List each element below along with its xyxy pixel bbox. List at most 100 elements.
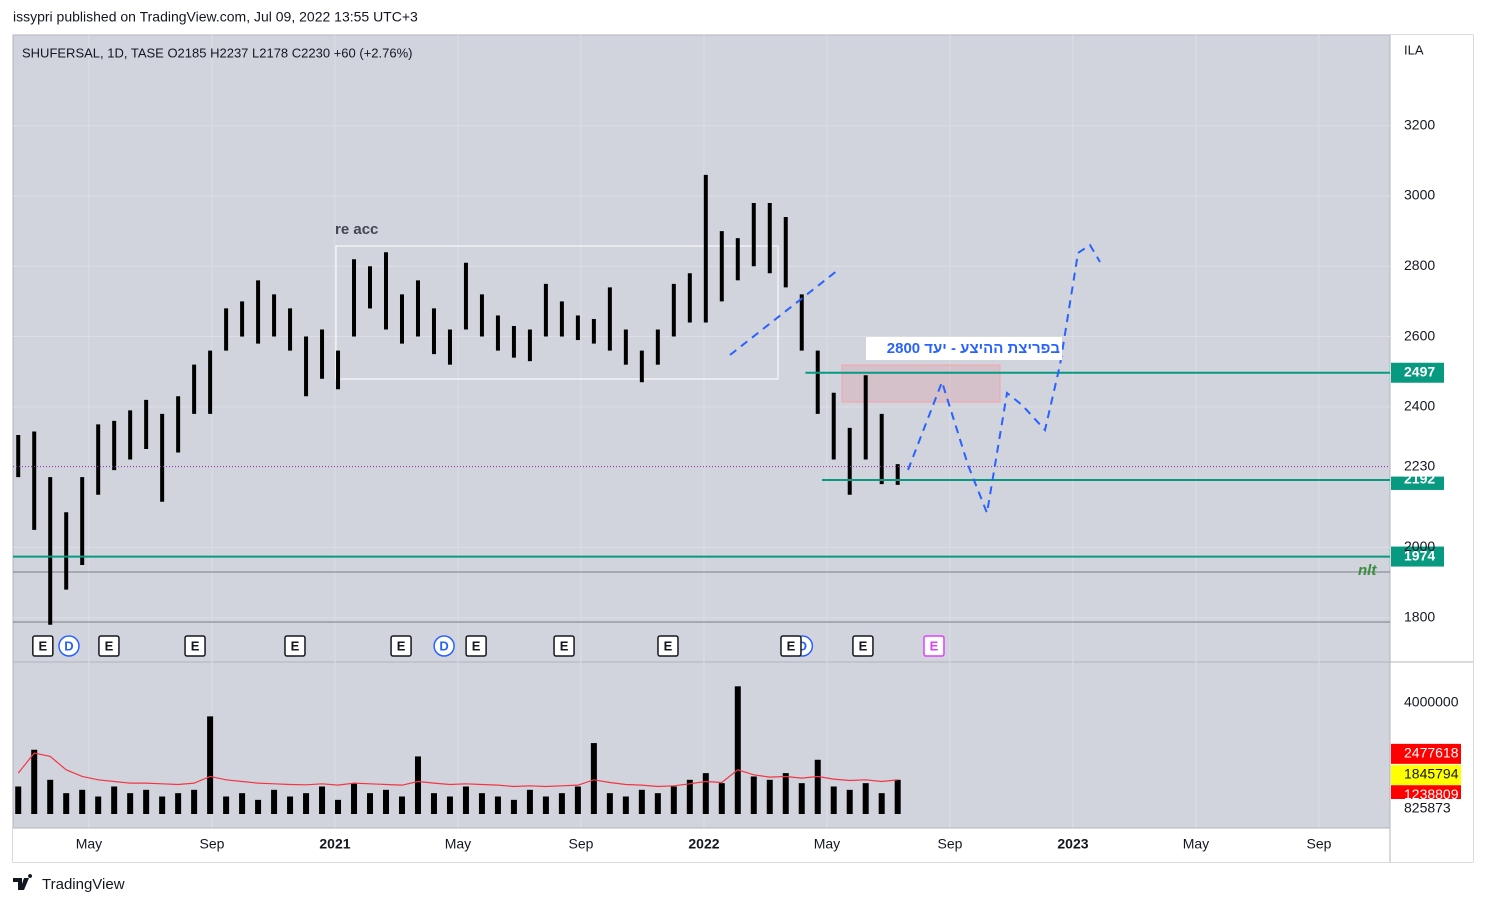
price-axis-bg (1390, 35, 1473, 862)
x-tick-label: May (1183, 836, 1209, 852)
volume-bar (191, 789, 198, 814)
volume-bar (31, 749, 38, 814)
volume-bar (398, 796, 405, 814)
currency: ILA (1404, 42, 1424, 57)
event-label: E (38, 638, 47, 653)
volume-bar (15, 786, 22, 814)
volume-bar (319, 786, 326, 814)
volume-bar (702, 773, 709, 814)
annotation: re acc (335, 221, 378, 238)
x-tick-label: May (445, 836, 471, 852)
volume-bar (798, 783, 805, 814)
x-tick-label: 2021 (319, 836, 350, 852)
volume-bar (574, 786, 581, 814)
volume-label: 825873 (1404, 800, 1451, 816)
volume-bar (830, 786, 837, 814)
volume-bar (814, 759, 821, 814)
y-tick-label: 2600 (1404, 327, 1435, 343)
x-tick-label: 2023 (1057, 836, 1088, 852)
event-marker (852, 635, 874, 657)
projection-path (729, 269, 839, 356)
volume-bar (462, 786, 469, 814)
last-price-label: 2230 (1404, 457, 1435, 473)
volume-tick-label: 4000000 (1404, 694, 1459, 710)
volume-bar (622, 796, 629, 814)
event-label: E (859, 638, 868, 653)
volume-bar (175, 793, 182, 814)
event-label: D (64, 638, 73, 653)
volume-bar (782, 773, 789, 814)
y-tick-label: 2400 (1404, 398, 1435, 414)
volume-bar (750, 776, 757, 814)
event-label: E (105, 638, 114, 653)
event-label: E (664, 638, 673, 653)
volume-bar (111, 786, 118, 814)
volume-bar (351, 783, 358, 814)
footer: TradingView (42, 876, 125, 893)
volume-bar (127, 793, 134, 814)
volume-bar (255, 799, 262, 814)
event-label: E (930, 638, 939, 653)
volume-bar (862, 783, 869, 814)
volume-bar (79, 789, 86, 814)
volume-bar (335, 799, 342, 814)
x-tick-label: Sep (1307, 836, 1332, 852)
y-tick-label: 1800 (1404, 608, 1435, 624)
event-marker (465, 635, 487, 657)
level-label-bg (1391, 546, 1444, 567)
volume-bar (159, 796, 166, 814)
volume-bar (878, 793, 885, 814)
volume-label-bg (1391, 799, 1461, 820)
event-marker (553, 635, 575, 657)
event-marker (32, 635, 54, 657)
x-tick-label: May (814, 836, 840, 852)
volume-bar (223, 796, 230, 814)
time-axis-bg (13, 828, 1473, 862)
volume-label-bg (1391, 764, 1461, 785)
volume-bar (478, 793, 485, 814)
event-label: E (787, 638, 796, 653)
event-label: E (472, 638, 481, 653)
event-marker (184, 635, 206, 657)
event-label: E (397, 638, 406, 653)
volume-label: 1845794 (1404, 766, 1459, 782)
volume-bar (766, 779, 773, 814)
event-label: D (798, 638, 807, 653)
event-marker (390, 635, 412, 657)
volume-label: 2477618 (1404, 745, 1459, 761)
volume-bar (207, 716, 214, 814)
volume-bar (734, 686, 741, 814)
volume-bar (383, 789, 390, 814)
volume-ma (17, 752, 898, 788)
annotation: בפריצת ההיצע - יעד 2800 (887, 340, 1061, 357)
volume-bar (414, 756, 421, 814)
level-label: 2497 (1404, 363, 1435, 379)
event-marker (284, 635, 306, 657)
x-tick-label: Sep (568, 836, 593, 852)
volume-bar (606, 793, 613, 814)
level-label: 1974 (1404, 547, 1435, 563)
event-label: D (439, 638, 448, 653)
volume-bar (718, 783, 725, 814)
annotation-bg (866, 337, 1062, 360)
volume-bar (430, 793, 437, 814)
volume-bar (654, 793, 661, 814)
y-tick-label: 3200 (1404, 116, 1435, 132)
logo (13, 874, 33, 890)
volume-label: 1238809 (1404, 786, 1459, 802)
volume-bar (303, 793, 310, 814)
annotation: nlt (1358, 562, 1377, 579)
event-label: E (291, 638, 300, 653)
x-tick-label: Sep (199, 836, 224, 852)
volume-bar (367, 793, 374, 814)
event-marker (780, 635, 802, 657)
volume-bar (686, 779, 693, 814)
volume-label-bg (1391, 743, 1461, 764)
volume-bar (239, 793, 246, 814)
header: issypri published on TradingView.com, Ju… (13, 9, 418, 25)
event-marker (58, 635, 80, 657)
volume-bar (846, 789, 853, 814)
volume-bar (95, 796, 102, 814)
